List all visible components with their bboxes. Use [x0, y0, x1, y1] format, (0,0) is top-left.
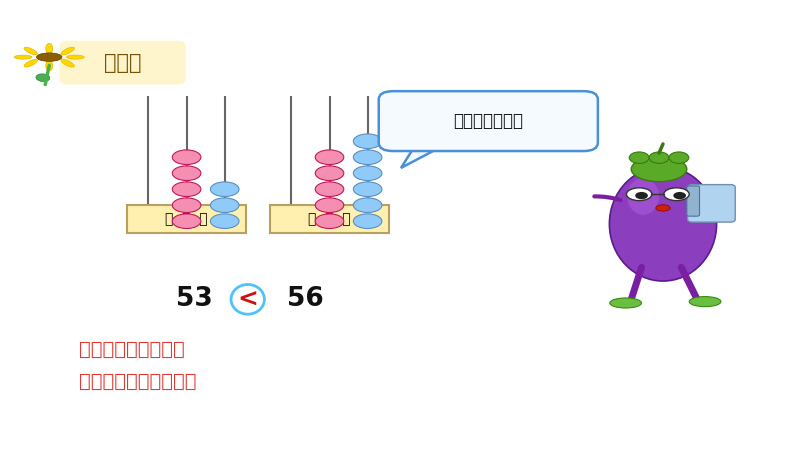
FancyBboxPatch shape [127, 205, 246, 234]
FancyBboxPatch shape [688, 185, 735, 222]
Ellipse shape [610, 167, 716, 281]
Text: 较个位上的数的大小。: 较个位上的数的大小。 [79, 372, 197, 391]
Ellipse shape [315, 214, 344, 228]
Ellipse shape [36, 74, 50, 81]
Ellipse shape [61, 59, 75, 67]
Ellipse shape [353, 150, 382, 165]
FancyBboxPatch shape [379, 91, 598, 151]
Ellipse shape [610, 298, 642, 308]
Ellipse shape [353, 214, 382, 228]
Ellipse shape [315, 150, 344, 165]
Ellipse shape [627, 178, 659, 215]
Ellipse shape [649, 152, 669, 163]
Ellipse shape [24, 47, 37, 55]
Ellipse shape [210, 214, 239, 228]
Ellipse shape [172, 166, 201, 181]
Ellipse shape [353, 166, 382, 181]
FancyBboxPatch shape [270, 205, 388, 234]
Ellipse shape [689, 297, 721, 307]
Ellipse shape [172, 150, 201, 165]
Ellipse shape [315, 182, 344, 197]
Ellipse shape [46, 61, 52, 71]
Ellipse shape [635, 192, 648, 199]
Ellipse shape [353, 134, 382, 149]
Text: 53: 53 [176, 287, 213, 312]
Text: 试一试: 试一试 [104, 53, 141, 73]
Ellipse shape [210, 198, 239, 213]
Text: 十位上的数相同，比: 十位上的数相同，比 [79, 340, 185, 359]
Ellipse shape [673, 192, 686, 199]
Ellipse shape [353, 198, 382, 213]
Ellipse shape [669, 152, 688, 163]
Text: 你是怎样想的？: 你是怎样想的？ [453, 112, 523, 130]
Ellipse shape [61, 47, 75, 55]
Ellipse shape [656, 205, 670, 211]
FancyBboxPatch shape [60, 41, 186, 85]
Ellipse shape [629, 152, 649, 163]
Ellipse shape [315, 166, 344, 181]
Ellipse shape [172, 198, 201, 213]
Ellipse shape [172, 214, 201, 228]
Ellipse shape [315, 198, 344, 213]
Ellipse shape [210, 182, 239, 197]
Text: 百  十  个: 百 十 个 [308, 212, 351, 226]
Ellipse shape [631, 156, 687, 181]
Text: <: < [237, 287, 258, 311]
Ellipse shape [46, 43, 52, 53]
Text: 56: 56 [287, 287, 324, 312]
Ellipse shape [67, 55, 84, 59]
Ellipse shape [626, 188, 652, 201]
Ellipse shape [14, 55, 32, 59]
Ellipse shape [24, 59, 37, 67]
Ellipse shape [664, 188, 689, 201]
Ellipse shape [37, 53, 62, 61]
Ellipse shape [353, 182, 382, 197]
Text: 百  十  个: 百 十 个 [165, 212, 208, 226]
FancyBboxPatch shape [687, 186, 700, 216]
Ellipse shape [172, 182, 201, 197]
Polygon shape [401, 143, 449, 168]
